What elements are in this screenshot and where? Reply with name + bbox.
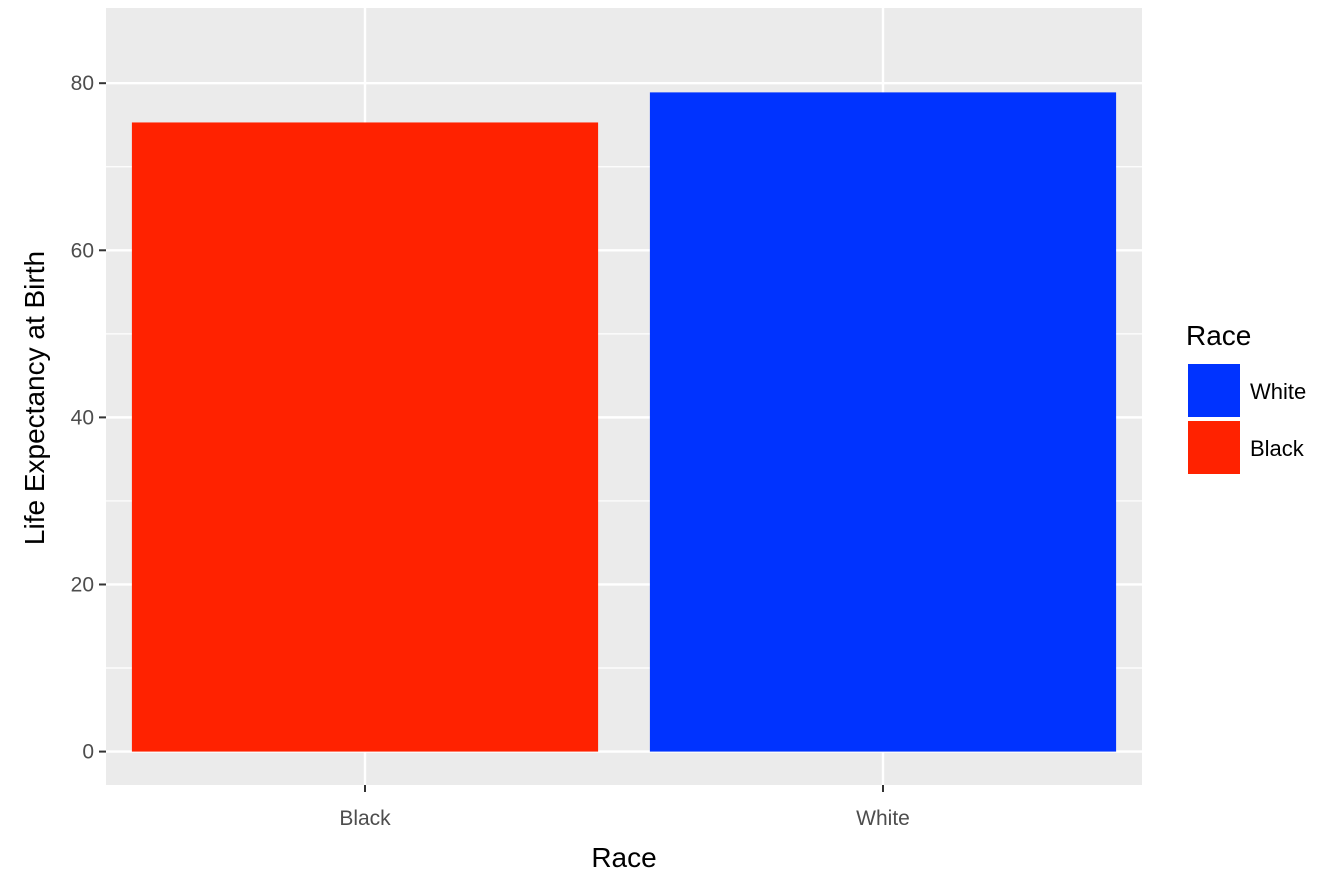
y-tick-label: 80 (71, 72, 94, 95)
bars (131, 92, 1117, 752)
legend-title: Race (1186, 320, 1251, 351)
x-tick-label: White (856, 807, 910, 830)
y-tick-label: 60 (71, 239, 94, 262)
x-axis-title: Race (591, 842, 656, 870)
legend-key-white (1188, 364, 1240, 417)
legend-label-white: White (1250, 379, 1306, 404)
x-axis: Black White (339, 785, 910, 830)
legend-key-black (1188, 421, 1240, 474)
y-tick-label: 0 (82, 741, 94, 764)
y-tick-label: 20 (71, 573, 94, 596)
legend-label-black: Black (1250, 436, 1305, 461)
y-tick-label: 40 (71, 406, 94, 429)
x-tick-label: Black (339, 807, 391, 830)
bar-black (131, 122, 599, 752)
bar-white (649, 92, 1117, 752)
legend: Race White Black (1186, 320, 1306, 474)
y-axis: 0 20 40 60 80 (71, 72, 106, 764)
y-axis-title: Life Expectancy at Birth (19, 251, 50, 545)
